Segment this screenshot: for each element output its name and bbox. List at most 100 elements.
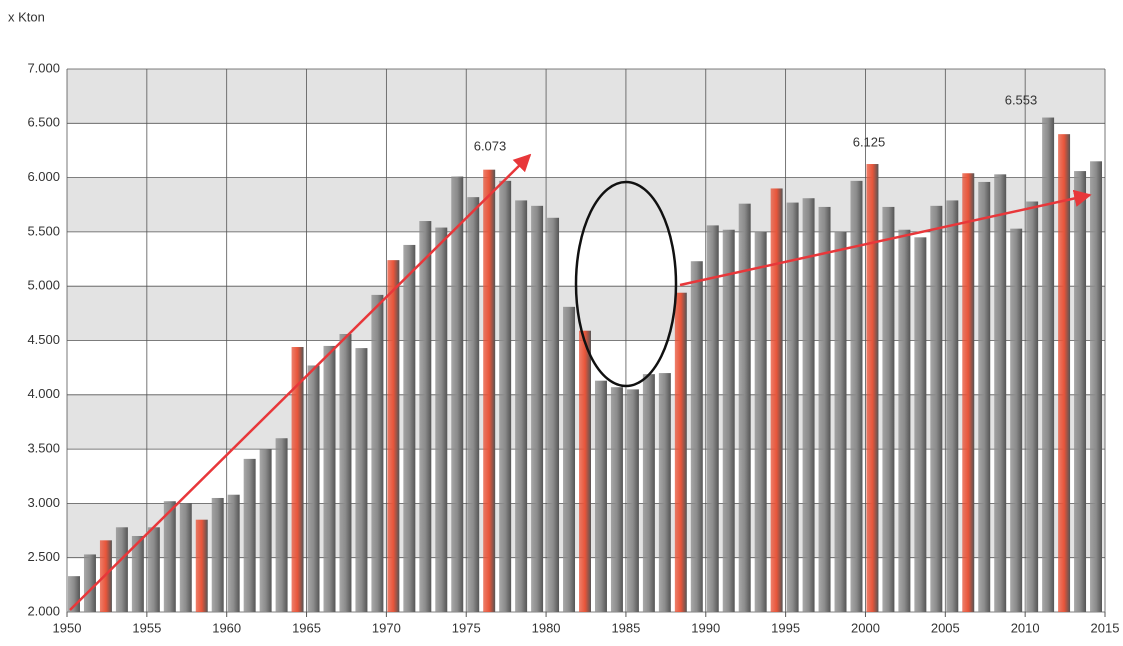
- x-tick-label: 1955: [132, 620, 161, 635]
- bar: [115, 527, 128, 612]
- bar: [419, 221, 432, 613]
- bar: [626, 389, 639, 612]
- bar: [930, 205, 943, 612]
- highlight-ellipse: [574, 180, 678, 388]
- x-tick-label: 1990: [691, 620, 720, 635]
- y-axis-label: x Kton: [8, 9, 45, 24]
- bar: [83, 554, 96, 612]
- bar: [914, 237, 927, 612]
- bar: [211, 497, 224, 612]
- x-tick-label: 1975: [452, 620, 481, 635]
- x-tick-label: 1985: [611, 620, 640, 635]
- bar: [722, 229, 735, 612]
- bar: [610, 387, 623, 612]
- bar: [259, 449, 272, 612]
- annotation: 6.073: [474, 138, 507, 153]
- bar: [195, 519, 208, 612]
- bar: [403, 244, 416, 612]
- bar: [770, 188, 783, 612]
- bar: [387, 260, 400, 612]
- bar: [355, 348, 368, 612]
- bar: [1090, 161, 1103, 612]
- bar: [147, 527, 160, 612]
- bar: [1074, 171, 1087, 613]
- bar: [547, 217, 560, 613]
- y-tick-label: 6.000: [27, 169, 60, 184]
- bar: [786, 202, 799, 612]
- y-tick-label: 2.000: [27, 603, 60, 618]
- bar: [499, 180, 512, 612]
- bar: [227, 494, 240, 612]
- x-tick-label: 1995: [771, 620, 800, 635]
- bar: [1026, 201, 1039, 612]
- trend-arrow: [69, 153, 532, 611]
- bar: [68, 576, 80, 612]
- y-tick-label: 3.000: [27, 495, 60, 510]
- bar: [642, 374, 655, 612]
- bar: [1010, 228, 1023, 612]
- bar: [275, 438, 288, 612]
- bar: [435, 227, 448, 612]
- bar: [978, 181, 991, 612]
- bar: [674, 292, 687, 612]
- bars: [68, 117, 1103, 613]
- bar: [339, 333, 352, 612]
- bar: [594, 380, 607, 612]
- bar: [131, 535, 144, 612]
- bar: [323, 345, 336, 612]
- bar: [179, 503, 192, 612]
- bar: [834, 231, 847, 612]
- bar: [467, 197, 480, 612]
- bar: [962, 173, 975, 613]
- bar: [451, 176, 464, 613]
- bar: [866, 164, 879, 612]
- bar: [579, 330, 591, 612]
- bar: [738, 203, 751, 612]
- y-tick-label: 7.000: [27, 60, 60, 75]
- trend-arrow: [679, 189, 1092, 287]
- x-tick-label: 1970: [372, 620, 401, 635]
- bar: [1042, 117, 1055, 613]
- bar: [882, 206, 895, 612]
- x-tick-label: 1965: [292, 620, 321, 635]
- bar: [706, 225, 719, 612]
- x-tick-label: 2005: [931, 620, 960, 635]
- y-tick-label: 3.500: [27, 441, 60, 456]
- bar: [658, 373, 671, 612]
- bar: [850, 180, 863, 612]
- bar: [307, 365, 320, 612]
- annotation: 6.553: [1005, 92, 1038, 107]
- bar: [802, 198, 815, 612]
- y-tick-label: 4.000: [27, 386, 60, 401]
- x-tick-label: 1950: [53, 620, 82, 635]
- grid-band: [67, 69, 1105, 124]
- bar: [483, 169, 496, 613]
- bar: [371, 294, 384, 612]
- y-tick-label: 5.500: [27, 223, 60, 238]
- bar: [291, 347, 304, 612]
- x-tick-label: 2015: [1091, 620, 1120, 635]
- bar: [531, 205, 544, 612]
- bar: [994, 174, 1007, 613]
- bar: [1058, 134, 1071, 612]
- bar: [818, 206, 831, 612]
- y-tick-label: 6.500: [27, 115, 60, 130]
- bar: [898, 229, 911, 612]
- y-tick-label: 4.500: [27, 332, 60, 347]
- bar: [243, 458, 256, 612]
- bar: [163, 501, 176, 612]
- bar: [690, 261, 703, 612]
- x-tick-label: 2010: [1011, 620, 1040, 635]
- bar: [515, 200, 528, 612]
- y-tick-label: 5.000: [27, 278, 60, 293]
- bar: [946, 200, 959, 612]
- bar: [563, 306, 576, 612]
- annotation: 6.125: [853, 134, 886, 149]
- x-tick-label: 1960: [212, 620, 241, 635]
- bar: [754, 231, 767, 612]
- x-tick-label: 1980: [532, 620, 561, 635]
- x-tick-label: 2000: [851, 620, 880, 635]
- y-tick-label: 2.500: [27, 549, 60, 564]
